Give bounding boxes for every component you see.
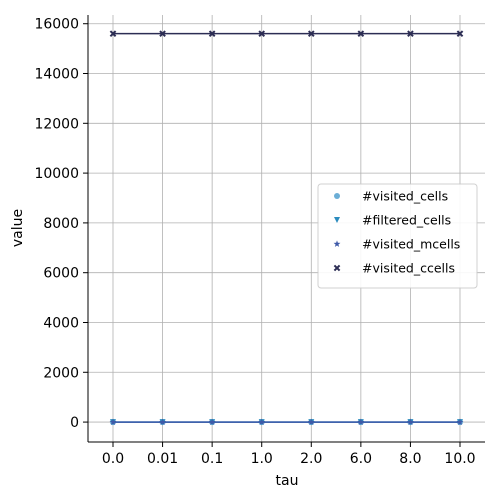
- data-point: [407, 30, 414, 37]
- legend-label: #visited_mcells: [362, 237, 460, 252]
- data-point: [307, 30, 315, 37]
- x-tick-label: 6.0: [350, 451, 372, 467]
- data-point: [258, 418, 266, 425]
- legend-label: #visited_ccells: [362, 261, 455, 276]
- y-tick-label: 2000: [43, 365, 79, 381]
- legend-label: #visited_cells: [362, 189, 448, 204]
- y-tick-label: 4000: [43, 315, 79, 331]
- x-tick-label: 0.01: [147, 451, 178, 467]
- data-point: [258, 30, 266, 37]
- legend-marker: [334, 217, 340, 223]
- x-tick-label: 10.0: [444, 451, 475, 467]
- legend-marker: [333, 264, 341, 272]
- series-visited-mcells: [109, 418, 464, 425]
- x-tick-label: 8.0: [399, 451, 421, 467]
- y-tick-label: 12000: [34, 116, 79, 132]
- data-point: [109, 30, 117, 37]
- data-point: [208, 30, 216, 37]
- x-tick-label: 1.0: [251, 451, 273, 467]
- x-tick-label: 0.0: [102, 451, 124, 467]
- y-axis-ticks: 0 2000 4000 6000 8000 10000 12000 14000 16000: [34, 17, 88, 431]
- data-point: [456, 418, 464, 425]
- data-point: [307, 418, 315, 425]
- series-layer: [109, 30, 464, 426]
- data-point: [357, 30, 365, 37]
- y-axis-label: value: [10, 209, 26, 247]
- legend: #visited_cells #filtered_cells #visited_mc…: [317, 183, 478, 289]
- y-tick-label: 16000: [34, 17, 79, 33]
- series-visited-ccells: [109, 30, 464, 37]
- legend-marker: [334, 193, 340, 199]
- data-point: [407, 418, 414, 425]
- data-point: [159, 30, 166, 37]
- x-tick-label: 2.0: [300, 451, 322, 467]
- legend-marker: [333, 240, 341, 247]
- data-point: [208, 418, 216, 425]
- legend-frame: [317, 183, 478, 289]
- x-tick-label: 0.1: [201, 451, 223, 467]
- data-point: [109, 418, 117, 425]
- y-tick-label: 8000: [43, 216, 79, 232]
- legend-label: #filtered_cells: [362, 213, 451, 228]
- y-tick-label: 14000: [34, 67, 79, 83]
- y-tick-label: 6000: [43, 266, 79, 282]
- y-tick-label: 0: [70, 415, 79, 431]
- y-tick-label: 10000: [34, 166, 79, 182]
- data-point: [357, 418, 365, 425]
- data-point: [159, 418, 166, 425]
- x-axis-ticks: 0.0 0.01 0.1 1.0 2.0 6.0 8.0 10.0: [102, 442, 476, 467]
- x-axis-label: tau: [276, 473, 299, 489]
- data-point: [456, 30, 464, 37]
